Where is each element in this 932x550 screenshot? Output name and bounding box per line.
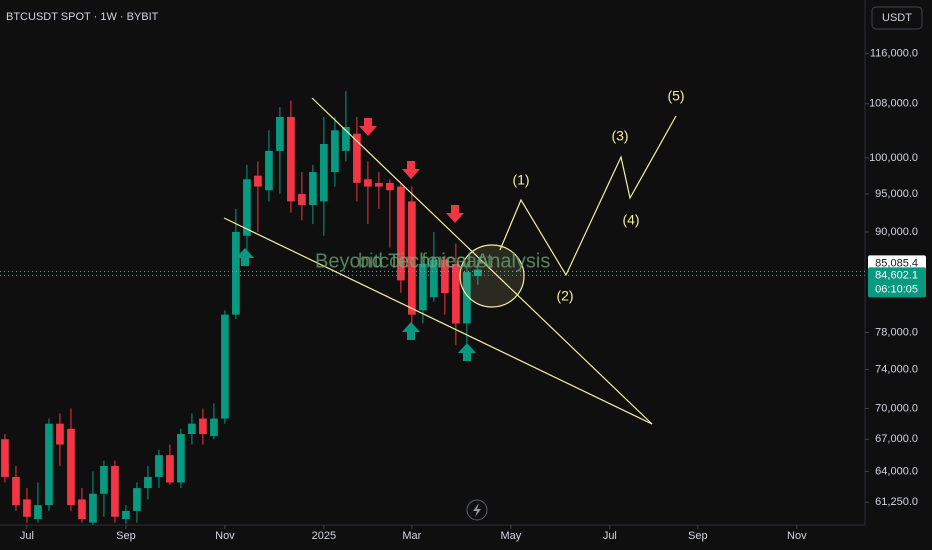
candle-body	[177, 434, 185, 483]
wave-label: (5)	[667, 88, 684, 104]
y-tick-label: 64,000.0	[875, 465, 918, 477]
candle-body	[45, 423, 53, 506]
price-label: 84,602.1	[875, 269, 918, 281]
x-tick-label: Sep	[116, 530, 136, 542]
candle-body	[188, 423, 196, 435]
currency-label[interactable]: USDT	[882, 12, 912, 24]
candle-body	[408, 201, 416, 315]
x-tick-label: Jul	[603, 530, 617, 542]
candle-body	[298, 193, 306, 206]
candle-body	[386, 182, 394, 191]
wave-label: (4)	[622, 212, 639, 228]
x-tick-label: 2025	[312, 530, 336, 542]
candle-body	[78, 499, 86, 520]
highlight-circle	[459, 244, 525, 308]
y-tick-label: 74,000.0	[875, 363, 918, 375]
x-tick-label: Nov	[215, 530, 235, 542]
candle-body	[34, 505, 42, 520]
x-tick-label: Sep	[688, 530, 708, 542]
down-arrow	[402, 161, 420, 179]
x-tick-label: Jul	[20, 530, 34, 542]
y-tick-label: 95,000.0	[875, 188, 918, 200]
candle-body	[254, 175, 262, 187]
y-tick-label: 116,000.0	[870, 48, 918, 60]
price-label: 85,085.4	[875, 257, 918, 269]
candle-body	[122, 510, 130, 520]
replay-icon-bolt[interactable]	[473, 503, 481, 517]
countdown: 06:10:05	[875, 283, 918, 295]
candle-body	[397, 186, 405, 281]
candle-body	[441, 259, 449, 294]
candle-body	[375, 182, 383, 187]
candle-body	[331, 130, 339, 173]
candle-body	[12, 476, 20, 506]
y-tick-label: 67,000.0	[875, 433, 918, 445]
candle-body	[1, 439, 9, 477]
replay-icon[interactable]	[466, 499, 488, 521]
candle-body	[144, 476, 152, 489]
wave-label: (2)	[556, 288, 573, 304]
candle-body	[364, 179, 372, 187]
candle-body	[265, 150, 273, 191]
y-tick-label: 78,000.0	[875, 326, 918, 338]
candle-body	[155, 455, 163, 477]
wedge-lower	[223, 217, 653, 425]
up-arrow	[402, 322, 420, 340]
wedge-upper	[311, 97, 653, 425]
candle-body	[452, 263, 460, 324]
y-tick-label: 90,000.0	[875, 226, 918, 238]
price-label-bg	[868, 267, 926, 298]
candle-body	[419, 263, 427, 311]
candle-body	[133, 488, 141, 511]
overlay-text: bitcoin forecast	[358, 250, 493, 272]
candle-body	[309, 172, 317, 206]
down-arrow	[446, 205, 464, 223]
candle-body	[221, 314, 229, 419]
candle-body	[56, 423, 64, 445]
down-arrow	[359, 118, 377, 136]
candle-body	[320, 143, 328, 202]
wave-label: (3)	[611, 128, 628, 144]
currency-button[interactable]	[871, 6, 923, 30]
x-tick-label: Nov	[787, 530, 807, 542]
candle-body	[243, 179, 251, 236]
candle-body	[430, 259, 438, 298]
candle-body	[287, 116, 295, 202]
candle-body	[342, 126, 350, 151]
arrows	[236, 118, 476, 361]
candle-body	[166, 455, 174, 483]
price-label-bg	[868, 255, 926, 272]
chart-title: BTCUSDT SPOT · 1W · BYBIT	[6, 11, 159, 23]
candle-body	[210, 418, 218, 437]
candle-body	[67, 428, 75, 506]
y-tick-label: 100,000.0	[869, 152, 918, 164]
candle-body	[463, 272, 471, 324]
candle-body	[89, 493, 97, 523]
candle-body	[100, 465, 108, 494]
y-tick-label: 70,000.0	[875, 402, 918, 414]
wave-path	[499, 115, 677, 277]
candle-body	[474, 269, 482, 277]
drawings	[223, 97, 677, 425]
candle-body	[232, 231, 240, 315]
wave-label: (1)	[512, 172, 529, 188]
up-arrow	[236, 248, 254, 266]
watermark-text: Beyond Technical Analysis	[315, 250, 550, 272]
candle-body	[276, 116, 284, 151]
x-tick-label: Mar	[402, 530, 421, 542]
candle-body	[353, 133, 361, 183]
y-tick-label: 61,250.0	[875, 496, 918, 508]
candle-body	[23, 499, 31, 517]
x-tick-label: May	[500, 530, 521, 542]
up-arrow	[458, 343, 476, 361]
candle-body	[111, 465, 119, 517]
candle-body	[199, 418, 207, 435]
y-tick-label: 108,000.0	[869, 98, 918, 110]
